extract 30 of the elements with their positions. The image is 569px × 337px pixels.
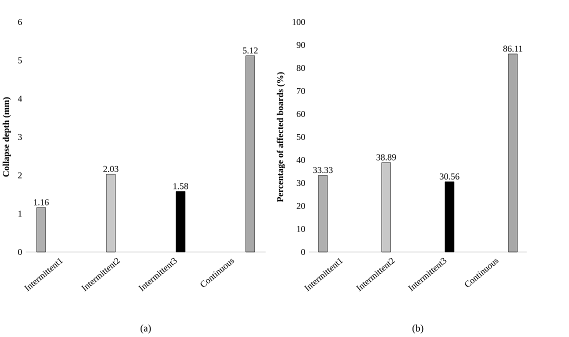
data-label: 33.33	[313, 167, 333, 174]
y-tick-label: 4	[18, 96, 22, 102]
y-axis-title: Percentage of affected boards (%)	[276, 72, 286, 202]
y-tick-label: 20	[296, 202, 306, 210]
data-label: 5.12	[242, 47, 258, 54]
y-tick-label: 2	[18, 172, 22, 178]
y-tick-label: 5	[18, 57, 22, 64]
data-label: 2.03	[103, 166, 118, 172]
y-tick-label: 100	[292, 18, 306, 26]
y-tick-label: 80	[296, 64, 306, 72]
data-label: 86.11	[503, 46, 522, 52]
y-tick-label: 90	[296, 42, 306, 48]
y-tick-label: 50	[296, 134, 306, 140]
y-axis-title: Collapse depth (mm)	[2, 97, 11, 177]
text: (b)	[412, 324, 424, 334]
data-label: 30.56	[440, 173, 460, 180]
y-tick-label: 30	[296, 180, 306, 186]
text: (a)	[140, 324, 151, 334]
data-label: 38.89	[376, 154, 396, 160]
y-tick-label: 40	[296, 156, 306, 164]
data-label: 1.58	[174, 183, 188, 190]
y-tick-label: 3	[18, 134, 22, 140]
y-tick-label: 6	[18, 18, 22, 26]
y-tick-label: 1	[18, 210, 22, 217]
y-tick-label: 60	[296, 110, 306, 118]
data-label: 1.16	[34, 199, 49, 206]
y-tick-label: 0	[301, 248, 306, 256]
y-tick-label: 10	[297, 226, 306, 232]
y-tick-label: 0	[18, 248, 22, 256]
y-tick-label: 70	[296, 88, 306, 94]
